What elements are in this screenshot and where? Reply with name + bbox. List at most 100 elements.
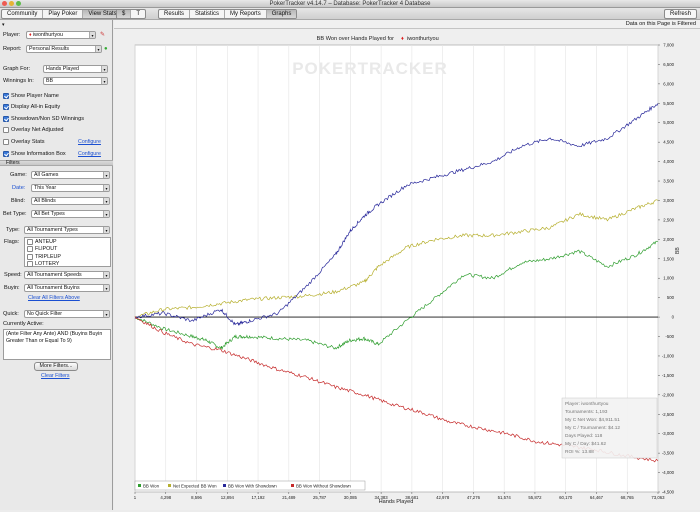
winnings-in-value: BB bbox=[46, 78, 54, 84]
show-player-name-checkbox[interactable]: Show Player Name bbox=[3, 91, 59, 100]
information-box-panel bbox=[561, 397, 658, 459]
clear-filters-link[interactable]: Clear Filters bbox=[41, 373, 70, 379]
type-select[interactable]: All Tournament Types ▾ bbox=[24, 226, 110, 234]
add-report-icon[interactable]: ● bbox=[104, 45, 108, 52]
y-tick-label: 500 bbox=[667, 295, 675, 300]
tab-play-poker[interactable]: Play Poker bbox=[43, 10, 84, 18]
graph-for-value: Hands Played bbox=[46, 66, 79, 72]
date-label[interactable]: Date: bbox=[12, 184, 26, 191]
game-value: All Games bbox=[34, 172, 59, 178]
report-select[interactable]: Personal Results ▾ bbox=[26, 45, 102, 53]
chevron-down-icon: ▾ bbox=[103, 311, 109, 317]
y-axis-label: BB bbox=[675, 247, 681, 254]
filters-header[interactable]: Filters bbox=[0, 160, 113, 166]
series-line-bb-won-with-showdown bbox=[134, 103, 659, 327]
x-tick-label: 1 bbox=[134, 495, 137, 500]
flag-item-lottery[interactable]: LOTTERY bbox=[25, 261, 110, 269]
collapse-arrow-icon[interactable]: ▾ bbox=[2, 21, 5, 28]
legend-panel bbox=[134, 480, 366, 491]
tab-statistics[interactable]: Statistics bbox=[190, 10, 226, 18]
buyin-label: Buyin: bbox=[4, 284, 20, 291]
y-tick-label: 4,500 bbox=[663, 140, 674, 145]
toolbar: Community Play Poker View Stats $ T Resu… bbox=[0, 8, 700, 20]
x-axis-ticks: 1 4,298 8,596 12,894 17,192 21,489 25,787 30,08… bbox=[134, 492, 665, 500]
flag-label: FLIPOUT bbox=[35, 246, 58, 253]
bb-won-chart[interactable]: POKERTRACKER BB Won over Hands Played fo… bbox=[114, 29, 700, 510]
zoom-window-icon[interactable] bbox=[16, 1, 21, 6]
configure-infobox-link[interactable]: Configure bbox=[78, 151, 101, 157]
active-filters-text[interactable]: (Ante Filter Any Ante) AND (Buyins Buyin… bbox=[3, 329, 111, 360]
bet-type-value: All Bet Types bbox=[34, 211, 65, 217]
x-tick-label: 55,872 bbox=[528, 495, 542, 500]
x-tick-label: 30,085 bbox=[344, 495, 358, 500]
flag-item-anteup[interactable]: ANTEUP bbox=[25, 238, 110, 246]
checkbox-unchecked-icon bbox=[27, 253, 33, 260]
tab-cash-currency[interactable]: $ bbox=[117, 10, 132, 18]
speed-select[interactable]: All Tournament Speeds ▾ bbox=[24, 271, 110, 279]
flag-label: TRIPLEUP bbox=[35, 253, 61, 260]
tab-results[interactable]: Results bbox=[159, 10, 191, 18]
checkbox-checked-icon bbox=[3, 103, 9, 110]
y-tick-label: 2,500 bbox=[663, 217, 674, 222]
grid-lines bbox=[134, 45, 659, 492]
tab-tournament-currency[interactable]: T bbox=[136, 11, 141, 17]
more-filters-button[interactable]: More Filters... bbox=[34, 362, 78, 371]
chart-legend: BB Won Net Expected BB Won BB Won With Sho… bbox=[134, 480, 366, 491]
flags-list[interactable]: ANTEUP FLIPOUT TRIPLEUP LOTTERY bbox=[24, 237, 111, 269]
flag-label: ANTEUP bbox=[35, 238, 57, 245]
tab-community[interactable]: Community bbox=[2, 10, 44, 18]
y-tick-label: -3,500 bbox=[662, 451, 675, 456]
date-select[interactable]: This Year ▾ bbox=[31, 184, 110, 192]
winnings-in-select[interactable]: BB ▾ bbox=[43, 77, 108, 85]
quick-filter-value: No Quick Filter bbox=[27, 311, 63, 317]
game-label: Game: bbox=[10, 171, 27, 178]
buyin-value: All Tournament Buyins bbox=[27, 285, 80, 291]
information-box-line: Tournaments: 1,193 bbox=[565, 409, 608, 415]
show-information-box-checkbox[interactable]: Show Information Box bbox=[3, 149, 66, 158]
x-tick-label: 51,574 bbox=[498, 495, 512, 500]
x-tick-label: 38,681 bbox=[405, 495, 419, 500]
information-box-line: ROI %: 13.88 bbox=[565, 449, 594, 455]
checkbox-checked-icon bbox=[3, 92, 9, 99]
checkbox-unchecked-icon bbox=[3, 138, 9, 145]
display-all-in-equity-checkbox[interactable]: Display All-in Equity bbox=[3, 102, 60, 111]
window-controls[interactable] bbox=[2, 1, 21, 6]
y-tick-label: 7,000 bbox=[663, 43, 674, 48]
x-tick-label: 21,489 bbox=[282, 495, 296, 500]
close-window-icon[interactable] bbox=[2, 1, 7, 6]
configure-overlay-link[interactable]: Configure bbox=[78, 139, 101, 145]
refresh-button[interactable]: Refresh bbox=[663, 9, 697, 19]
quick-filter-select[interactable]: No Quick Filter ▾ bbox=[24, 310, 110, 318]
information-box-line: My C / Day: $41.62 bbox=[565, 441, 606, 447]
x-tick-label: 17,192 bbox=[251, 495, 265, 500]
bet-type-select[interactable]: All Bet Types ▾ bbox=[31, 210, 110, 218]
date-value: This Year bbox=[34, 185, 57, 191]
game-select[interactable]: All Games ▾ bbox=[31, 171, 110, 179]
player-chip-icon: ♦ bbox=[401, 36, 404, 42]
buyin-select[interactable]: All Tournament Buyins ▾ bbox=[24, 284, 110, 292]
blind-select[interactable]: All Blinds ▾ bbox=[31, 197, 110, 205]
y-tick-label: 5,000 bbox=[663, 120, 674, 125]
speed-label: Speed: bbox=[4, 271, 22, 278]
minimize-window-icon[interactable] bbox=[9, 1, 14, 6]
flag-item-flipout[interactable]: FLIPOUT bbox=[25, 246, 110, 254]
window-titlebar: PokerTracker v4.14.7 – Database: PokerTr… bbox=[0, 0, 700, 8]
overlay-stats-checkbox[interactable]: Overlay Stats bbox=[3, 137, 45, 146]
clear-all-filters-link[interactable]: Clear All Filters Above bbox=[28, 295, 80, 301]
tab-graphs[interactable]: Graphs bbox=[266, 10, 297, 18]
quick-label: Quick: bbox=[3, 310, 19, 317]
tab-view-stats[interactable]: View Stats bbox=[83, 10, 122, 18]
graph-for-select[interactable]: Hands Played ▾ bbox=[43, 65, 108, 73]
overlay-net-adjusted-checkbox[interactable]: Overlay Net Adjusted bbox=[3, 125, 64, 134]
player-notes-icon[interactable]: ✎ bbox=[100, 32, 106, 38]
flag-item-tripleup[interactable]: TRIPLEUP bbox=[25, 253, 110, 261]
chevron-down-icon: ▾ bbox=[103, 172, 109, 178]
player-label: Player: bbox=[3, 31, 21, 38]
currently-active-label: Currently Active: bbox=[3, 320, 44, 327]
tab-my-reports[interactable]: My Reports bbox=[225, 10, 267, 18]
showdown-winnings-checkbox[interactable]: Showdown/Non SD Winnings bbox=[3, 114, 84, 123]
player-select[interactable]: ♦ iwonthurtyou ▾ bbox=[26, 31, 96, 39]
information-box-line: Player: iwonthurtyou bbox=[565, 401, 609, 407]
checkbox-label: Display All-in Equity bbox=[11, 103, 61, 110]
information-box-line: My C Net Won: $4,911.51 bbox=[565, 417, 620, 423]
